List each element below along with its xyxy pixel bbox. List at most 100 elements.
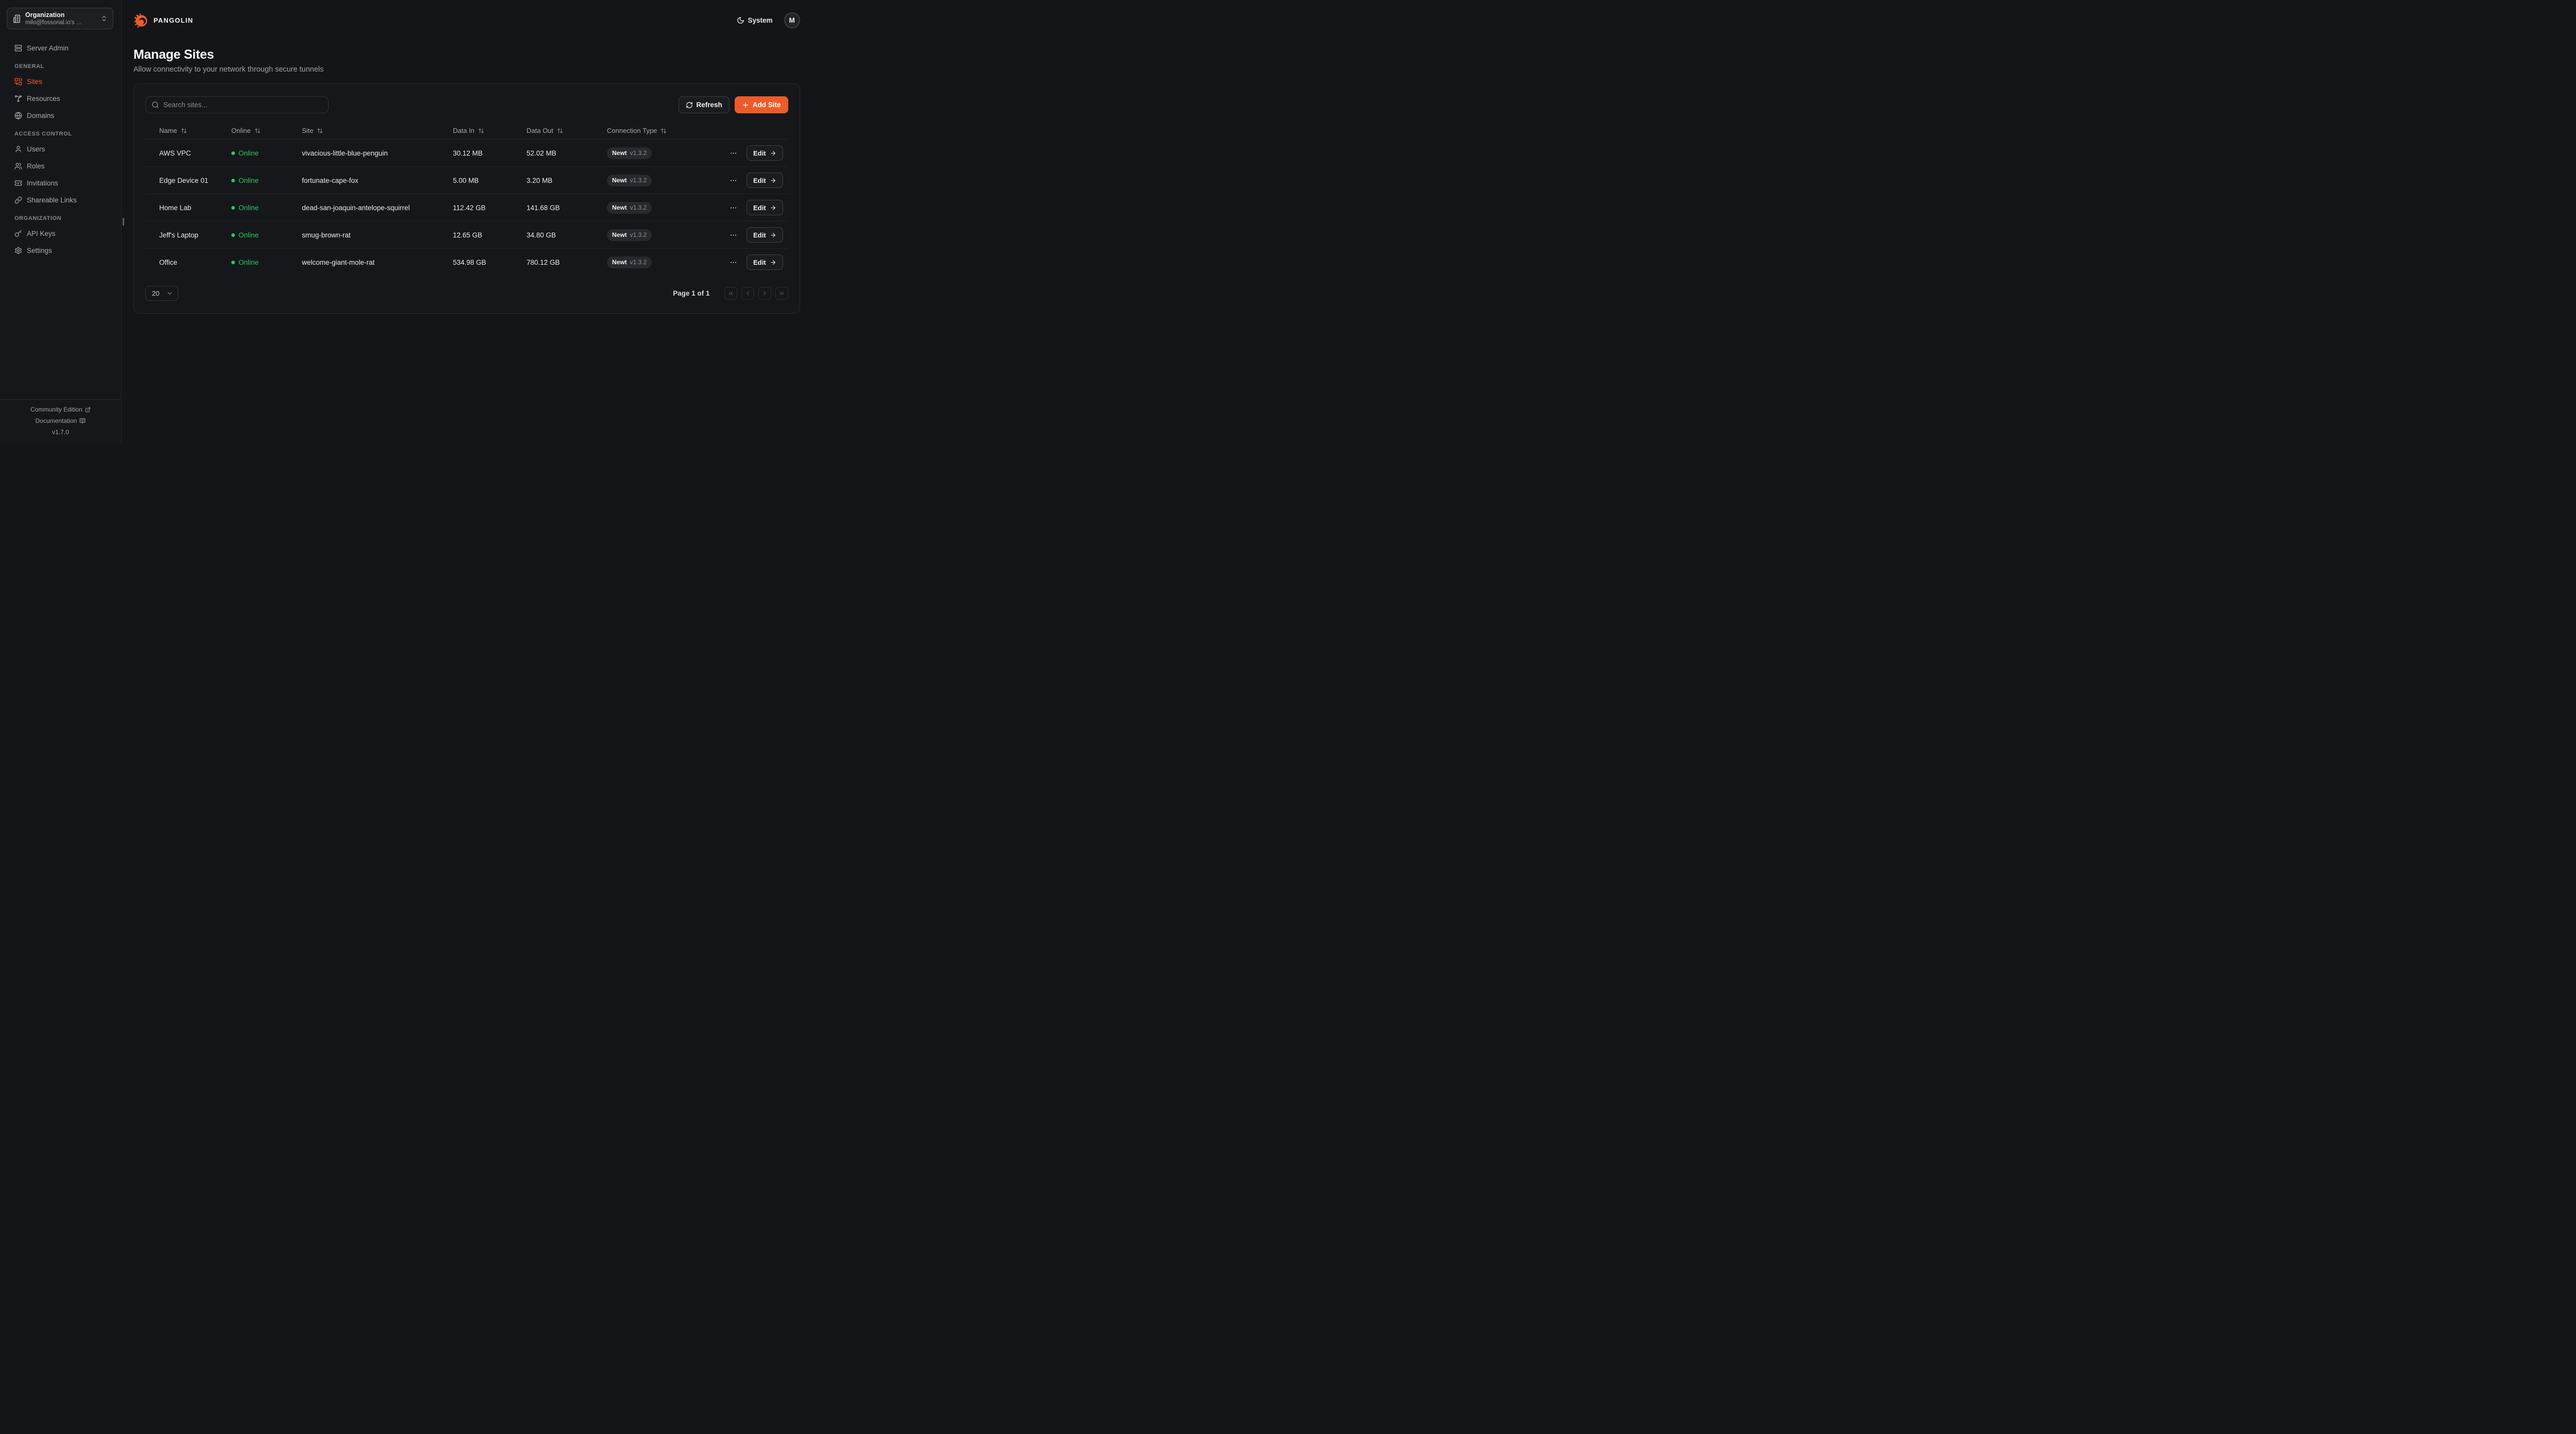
sidebar-item-resources[interactable]: Resources — [8, 91, 113, 106]
prev-page-button[interactable] — [741, 287, 754, 300]
first-page-button[interactable] — [724, 287, 737, 300]
online-dot — [231, 206, 235, 210]
column-header-online[interactable]: Online — [231, 127, 302, 134]
section-label-general: GENERAL — [14, 63, 44, 70]
sidebar-item-invitations[interactable]: Invitations — [8, 176, 113, 190]
online-dot — [231, 233, 235, 237]
building-icon — [12, 14, 21, 23]
online-dot — [231, 151, 235, 155]
sidebar-item-label: Invitations — [27, 179, 58, 187]
column-header-name[interactable]: Name — [159, 127, 231, 134]
avatar[interactable]: M — [784, 12, 800, 28]
chevrons-right-icon — [779, 292, 784, 295]
status-badge: Online — [231, 259, 302, 266]
data-out: 141.68 GB — [527, 203, 560, 212]
sidebar-item-label: Shareable Links — [27, 196, 77, 204]
chevrons-left-icon — [728, 292, 733, 295]
server-icon — [14, 44, 22, 52]
row-menu-button[interactable] — [728, 175, 738, 186]
data-in: 5.00 MB — [453, 176, 479, 184]
sidebar-scrollbar-thumb[interactable] — [123, 218, 124, 226]
sites-card: Refresh Add Site Name Online Site Data I… — [133, 83, 800, 314]
section-label-access-control: ACCESS CONTROL — [14, 131, 72, 137]
theme-toggle[interactable]: System — [737, 16, 773, 24]
refresh-icon — [686, 101, 693, 109]
column-header-connection-type[interactable]: Connection Type — [607, 127, 728, 134]
sort-icon — [557, 128, 563, 133]
sidebar-nav: Server Admin GENERAL Sites Resources Dom — [0, 29, 121, 260]
sort-icon — [661, 128, 667, 133]
top-header: PANGOLIN System M — [133, 0, 800, 37]
community-edition-link[interactable]: Community Edition — [0, 404, 121, 415]
chevron-right-icon — [763, 291, 766, 296]
row-menu-button[interactable] — [728, 257, 738, 268]
pagination: 20 Page 1 of 1 — [145, 286, 788, 301]
sites-table: Name Online Site Data In Data Out Connec… — [145, 122, 788, 276]
edit-button[interactable]: Edit — [747, 173, 783, 188]
table-row: Home Lab Online dead-san-joaquin-antelop… — [145, 194, 788, 221]
table-row: Edge Device 01 Online fortunate-cape-fox… — [145, 166, 788, 194]
edit-button[interactable]: Edit — [747, 227, 783, 243]
online-dot — [231, 178, 235, 182]
sidebar-item-users[interactable]: Users — [8, 142, 113, 156]
sidebar-item-domains[interactable]: Domains — [8, 108, 113, 123]
row-menu-button[interactable] — [728, 229, 738, 241]
data-out: 52.02 MB — [527, 149, 556, 157]
sidebar-item-label: API Keys — [27, 229, 56, 237]
sidebar-item-label: Settings — [27, 246, 52, 254]
data-in: 112.42 GB — [453, 203, 486, 212]
connection-type-badge: Newt v1.3.2 — [607, 256, 652, 268]
sidebar-item-label: Resources — [27, 94, 60, 103]
sidebar-item-roles[interactable]: Roles — [8, 159, 113, 173]
search-input[interactable] — [163, 101, 323, 109]
org-subtitle: milo@fossorial.io's ... — [25, 19, 81, 26]
edit-button[interactable]: Edit — [747, 145, 783, 161]
sort-icon — [478, 128, 484, 133]
row-menu-button[interactable] — [728, 202, 738, 214]
edit-button[interactable]: Edit — [747, 200, 783, 215]
column-header-data-in[interactable]: Data In — [453, 127, 527, 134]
arrow-right-icon — [770, 178, 775, 183]
edit-button[interactable]: Edit — [747, 254, 783, 270]
sidebar-item-label: Users — [27, 145, 45, 153]
documentation-link[interactable]: Documentation — [0, 415, 121, 426]
app-root: Organization milo@fossorial.io's ... Ser… — [0, 0, 808, 443]
sidebar-item-server-admin[interactable]: Server Admin — [8, 41, 113, 55]
org-selector[interactable]: Organization milo@fossorial.io's ... — [7, 8, 113, 29]
site-name: Edge Device 01 — [159, 176, 209, 184]
sidebar-item-api-keys[interactable]: API Keys — [8, 226, 113, 241]
connection-type-badge: Newt v1.3.2 — [607, 147, 652, 159]
sites-icon — [14, 78, 22, 86]
waypoints-icon — [14, 95, 22, 103]
arrow-right-icon — [770, 260, 775, 265]
table-header-row: Name Online Site Data In Data Out Connec… — [145, 122, 788, 139]
search-icon — [151, 101, 159, 109]
site-name: Jeff's Laptop — [159, 231, 198, 239]
main-content: PANGOLIN System M Manage Sites Allow con… — [122, 0, 812, 443]
brand-name: PANGOLIN — [154, 16, 194, 24]
chevrons-up-down-icon — [100, 15, 108, 22]
org-title: Organization — [25, 11, 65, 19]
data-out: 3.20 MB — [527, 176, 553, 184]
sidebar: Organization milo@fossorial.io's ... Ser… — [0, 0, 122, 443]
book-open-icon — [79, 418, 86, 424]
add-site-button[interactable]: Add Site — [734, 96, 788, 113]
sidebar-item-label: Roles — [27, 162, 45, 170]
sidebar-item-sites[interactable]: Sites — [8, 74, 113, 89]
column-header-data-out[interactable]: Data Out — [527, 127, 607, 134]
sidebar-item-shareable-links[interactable]: Shareable Links — [8, 193, 113, 207]
site-name: Home Lab — [159, 203, 192, 212]
last-page-button[interactable] — [775, 287, 788, 300]
next-page-button[interactable] — [758, 287, 771, 300]
connection-type-badge: Newt v1.3.2 — [607, 201, 652, 214]
refresh-button[interactable]: Refresh — [678, 96, 730, 113]
column-header-site[interactable]: Site — [302, 127, 453, 134]
sidebar-item-settings[interactable]: Settings — [8, 243, 113, 258]
user-icon — [14, 145, 22, 153]
data-in: 534.98 GB — [453, 258, 486, 266]
connection-type-badge: Newt v1.3.2 — [607, 229, 652, 241]
page-size-select[interactable]: 20 — [145, 286, 178, 301]
row-menu-button[interactable] — [728, 147, 738, 159]
table-row: Jeff's Laptop Online smug-brown-rat 12.6… — [145, 221, 788, 248]
status-badge: Online — [231, 204, 302, 212]
